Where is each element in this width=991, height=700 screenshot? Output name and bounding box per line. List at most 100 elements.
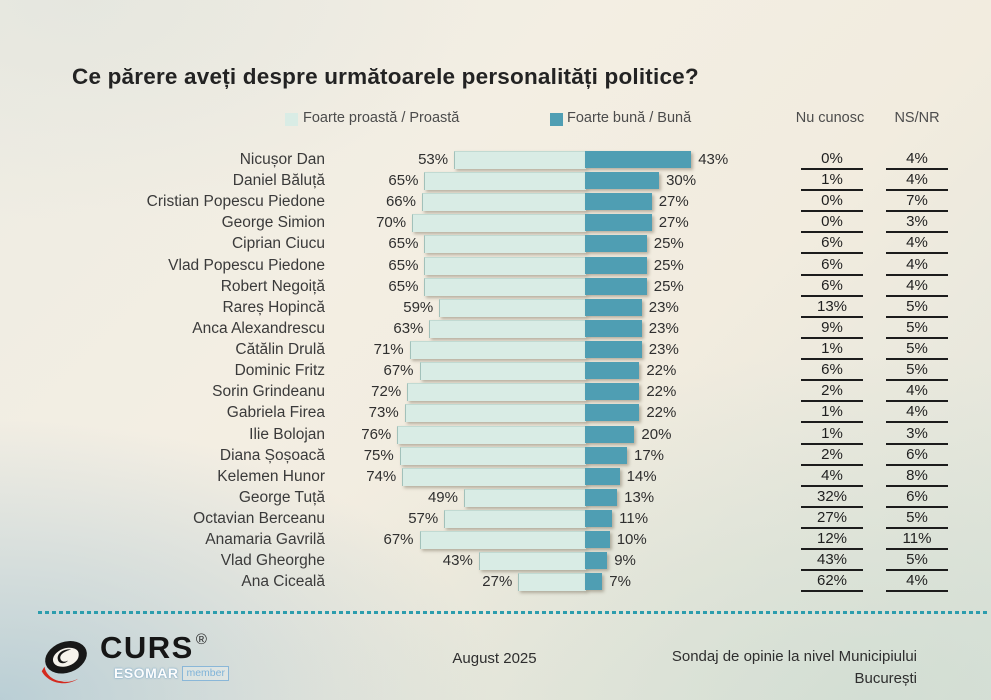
bad-pct-label: 49% [427, 488, 458, 506]
nsnr-value: 4% [886, 255, 948, 276]
bad-pct-label: 65% [388, 235, 419, 253]
bad-pct-label: 63% [393, 319, 424, 337]
person-name-label: Gabriela Firea [226, 404, 325, 422]
bad-pct-label: 74% [366, 467, 397, 485]
good-bar [585, 573, 603, 591]
column-header-nu-cunosc: Nu cunosc [795, 110, 865, 126]
column-header-nsnr: NS/NR [894, 110, 940, 126]
good-bar [585, 404, 640, 422]
person-name-label: Daniel Băluță [232, 172, 325, 190]
person-name-label: Vlad Gheorghe [220, 552, 325, 570]
good-pct-label: 23% [648, 298, 679, 316]
bad-pct-label: 76% [361, 425, 392, 443]
table-row: Vlad Popescu Piedone 65% 25% 6% 4% [0, 255, 991, 276]
nsnr-value: 5% [886, 318, 948, 339]
good-bar [585, 488, 618, 506]
bad-pct-label: 65% [388, 172, 419, 190]
good-pct-label: 27% [658, 214, 689, 232]
survey-scope-line2: București [854, 670, 917, 687]
good-pct-label: 17% [633, 446, 665, 464]
good-pct-label: 22% [646, 362, 677, 380]
legend-swatch-good [550, 113, 563, 126]
good-pct-label: 14% [626, 467, 657, 485]
person-name-label: Ana Ciceală [241, 573, 325, 591]
curs-logo-icon [41, 641, 87, 684]
table-row: Ana Ciceală 27% 7% 62% 4% [0, 571, 991, 593]
nsnr-value: 4% [886, 571, 948, 593]
survey-date: August 2025 [452, 650, 537, 667]
bad-bar [402, 467, 586, 486]
person-name-label: Ciprian Ciucu [231, 235, 325, 253]
table-row: Daniel Băluță 65% 30% 1% 4% [0, 170, 991, 192]
table-row: Diana Șoșoacă 75% 17% 2% 6% [0, 445, 991, 466]
bad-pct-label: 66% [385, 193, 416, 211]
good-bar [585, 298, 642, 316]
bad-bar [478, 552, 586, 571]
person-name-label: Octavian Berceanu [193, 510, 325, 528]
good-bar [585, 341, 642, 359]
good-bar [585, 151, 692, 168]
nu-cunosc-value: 0% [801, 212, 863, 234]
nsnr-value: 8% [886, 466, 948, 487]
table-row: Dominic Fritz 67% 22% 6% 5% [0, 360, 991, 382]
dotted-divider [38, 611, 987, 614]
person-name-label: Anca Alexandrescu [192, 319, 325, 337]
nu-cunosc-value: 1% [801, 424, 863, 445]
table-row: Gabriela Firea 73% 22% 1% 4% [0, 402, 991, 424]
nu-cunosc-value: 0% [801, 149, 863, 170]
good-pct-label: 23% [648, 319, 679, 337]
nsnr-value: 7% [886, 191, 948, 213]
nu-cunosc-value: 62% [801, 571, 863, 593]
chart-rows: Nicușor Dan 53% 43% 0% 4% Daniel Băluță 65% 30%… [0, 149, 991, 595]
table-row: Anca Alexandrescu 63% 23% 9% 5% [0, 318, 991, 339]
bad-pct-label: 43% [442, 552, 473, 570]
person-name-label: Diana Șoșoacă [219, 446, 325, 464]
table-row: George Simion 70% 27% 0% 3% [0, 212, 991, 234]
good-bar [585, 193, 652, 211]
good-pct-label: 7% [609, 573, 631, 591]
good-pct-label: 30% [666, 172, 697, 190]
person-name-label: Kelemen Hunor [217, 467, 325, 485]
bad-pct-label: 70% [376, 214, 407, 232]
person-name-label: Nicușor Dan [239, 151, 325, 168]
nu-cunosc-value: 2% [801, 445, 863, 466]
bad-pct-label: 67% [383, 362, 414, 380]
bad-bar [429, 319, 586, 338]
bad-bar [419, 531, 586, 550]
good-bar [585, 214, 652, 232]
bad-bar [404, 404, 586, 423]
good-bar [585, 552, 608, 570]
nsnr-value: 3% [886, 424, 948, 445]
bad-bar [424, 256, 586, 275]
bad-pct-label: 71% [373, 341, 404, 359]
bad-bar [424, 172, 586, 191]
table-row: Ciprian Ciucu 65% 25% 6% 4% [0, 233, 991, 255]
nsnr-value: 5% [886, 339, 948, 361]
nsnr-value: 4% [886, 276, 948, 297]
bad-pct-label: 67% [383, 531, 414, 549]
page-title: Ce părere aveți despre următoarele perso… [72, 64, 699, 89]
good-pct-label: 27% [658, 193, 689, 211]
nsnr-value: 5% [886, 297, 948, 318]
bad-pct-label: 65% [388, 256, 419, 274]
bad-bar [421, 193, 586, 212]
curs-logo: CURS ® ESOMAR member [38, 632, 229, 689]
bad-bar [424, 235, 586, 254]
person-name-label: Cătălin Drulă [235, 341, 325, 359]
bad-bar [409, 341, 586, 360]
table-row: Nicușor Dan 53% 43% 0% 4% [0, 149, 991, 170]
person-name-label: Robert Negoiță [220, 277, 325, 295]
bad-pct-label: 73% [368, 404, 399, 422]
good-bar [585, 467, 620, 485]
nu-cunosc-value: 12% [801, 529, 863, 551]
good-pct-label: 43% [698, 151, 729, 168]
bad-bar [463, 488, 586, 507]
bad-bar [518, 573, 586, 592]
table-row: Cristian Popescu Piedone 66% 27% 0% 7% [0, 191, 991, 213]
table-row: Vlad Gheorghe 43% 9% 43% 5% [0, 550, 991, 572]
nu-cunosc-value: 1% [801, 339, 863, 361]
bad-bar [419, 362, 586, 381]
bad-pct-label: 72% [371, 383, 402, 401]
table-row: Sorin Grindeanu 72% 22% 2% 4% [0, 381, 991, 403]
